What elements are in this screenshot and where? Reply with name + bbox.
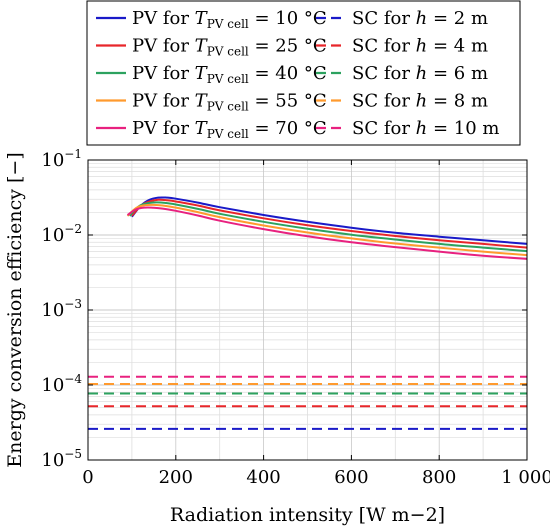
legend-label: PV for TPV cell = 25 °C [132,36,327,59]
y-tick-label: 10−1 [41,147,82,171]
legend-label: PV for TPV cell = 70 °C [132,118,327,141]
axis-ticks: 0 200 400 600 800 1 000 10−5 10−4 10−3 10−2 10−1 [41,147,550,488]
x-tick-label: 200 [159,467,193,488]
grid [87,160,528,461]
legend-label: SC for h = 8 m [352,91,488,112]
legend-label: SC for h = 4 m [352,36,488,57]
legend-label: SC for h = 10 m [352,118,499,139]
legend-label: PV for TPV cell = 40 °C [132,63,327,86]
legend-label: SC for h = 2 m [352,8,488,29]
pv-series-line-0 [131,196,528,245]
y-tick-label: 10−2 [41,222,82,246]
legend-box [86,0,521,146]
legend-label: PV for TPV cell = 10 °C [132,8,327,31]
x-tick-label: 400 [246,467,280,488]
pv-series-line-1 [131,198,528,249]
x-tick-label: 0 [82,467,93,488]
y-axis-label: Energy conversion efficiency [−] [4,152,26,467]
y-tick-label: 10−3 [41,297,82,321]
pv-series-line-4 [126,206,528,260]
x-tick-label: 600 [334,467,368,488]
legend: PV for TPV cell = 10 °C SC for h = 2 m PV … [86,0,521,146]
legend-label: SC for h = 6 m [352,63,488,84]
x-tick-label: 800 [422,467,456,488]
y-tick-label: 10−5 [41,447,82,471]
x-tick-label: 1 000 [501,467,550,488]
plot-series [88,196,528,430]
x-axis-label: Radiation intensity [W m−2] [170,504,445,526]
y-tick-label: 10−4 [41,372,82,396]
legend-label: PV for TPV cell = 55 °C [132,91,327,114]
pv-series-line-3 [126,203,528,257]
pv-series-line-2 [128,201,528,253]
